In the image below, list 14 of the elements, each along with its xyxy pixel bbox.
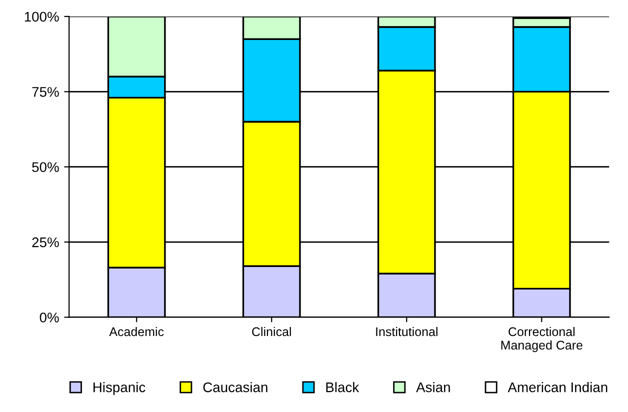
- x-tick-label: Academic: [109, 326, 164, 336]
- legend-label: Hispanic: [94, 382, 146, 395]
- legend-label: Caucasian: [203, 382, 268, 392]
- legend-label: Asian: [416, 382, 450, 392]
- y-tick-label: 25%: [32, 237, 59, 248]
- y-tick-label: 50%: [32, 162, 59, 172]
- y-tick-label: 0%: [40, 312, 59, 322]
- y-tick-label: 100%: [24, 12, 59, 22]
- x-tick-label: Institutional: [376, 326, 438, 336]
- y-tick-label: 75%: [32, 87, 59, 97]
- legend-label: American Indian: [508, 382, 608, 392]
- x-tick-label: Correctional Managed Care: [501, 326, 582, 352]
- x-tick-label: Clinical: [252, 326, 291, 336]
- legend-label: Black: [326, 382, 360, 392]
